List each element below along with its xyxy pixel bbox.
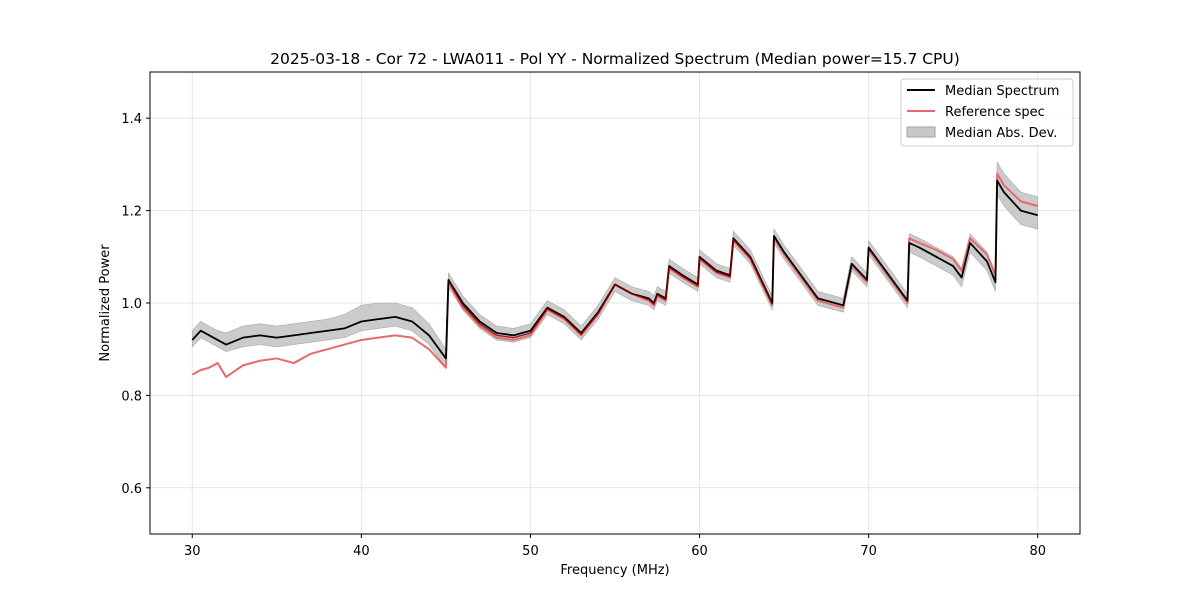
chart-title: 2025-03-18 - Cor 72 - LWA011 - Pol YY - … <box>270 50 960 68</box>
data-layer <box>191 161 1039 378</box>
x-tick-label: 40 <box>353 544 370 559</box>
legend: Median Spectrum Reference spec Median Ab… <box>900 78 1074 147</box>
x-tick-label: 30 <box>184 544 201 559</box>
y-tick-label: 0.8 <box>121 389 142 404</box>
y-tick-label: 1.0 <box>121 297 142 312</box>
x-tick-label: 80 <box>1029 544 1046 559</box>
legend-median-label: Median Spectrum <box>945 84 1059 99</box>
legend-reference-label: Reference spec <box>945 105 1045 120</box>
x-tick-label: 60 <box>691 544 708 559</box>
legend-box <box>900 78 1074 147</box>
legend-mad-label: Median Abs. Dev. <box>945 126 1057 141</box>
y-axis-label: Normalized Power <box>98 244 113 362</box>
y-tick-label: 1.4 <box>121 112 142 127</box>
mad-band <box>191 161 1039 369</box>
overlap-line <box>447 237 773 339</box>
legend-mad-swatch <box>906 126 936 138</box>
x-tick-label: 50 <box>522 544 539 559</box>
x-tick-label: 70 <box>860 544 877 559</box>
reference-spectrum-line <box>191 172 1038 378</box>
y-tick-label: 1.2 <box>121 205 142 220</box>
median-spectrum-line <box>191 179 1038 360</box>
tick-layer: 30 40 50 60 70 80 0.6 0.8 1.0 1.2 1.4 <box>121 112 1046 559</box>
x-axis-label: Frequency (MHz) <box>560 563 669 578</box>
y-tick-label: 0.6 <box>121 482 142 497</box>
